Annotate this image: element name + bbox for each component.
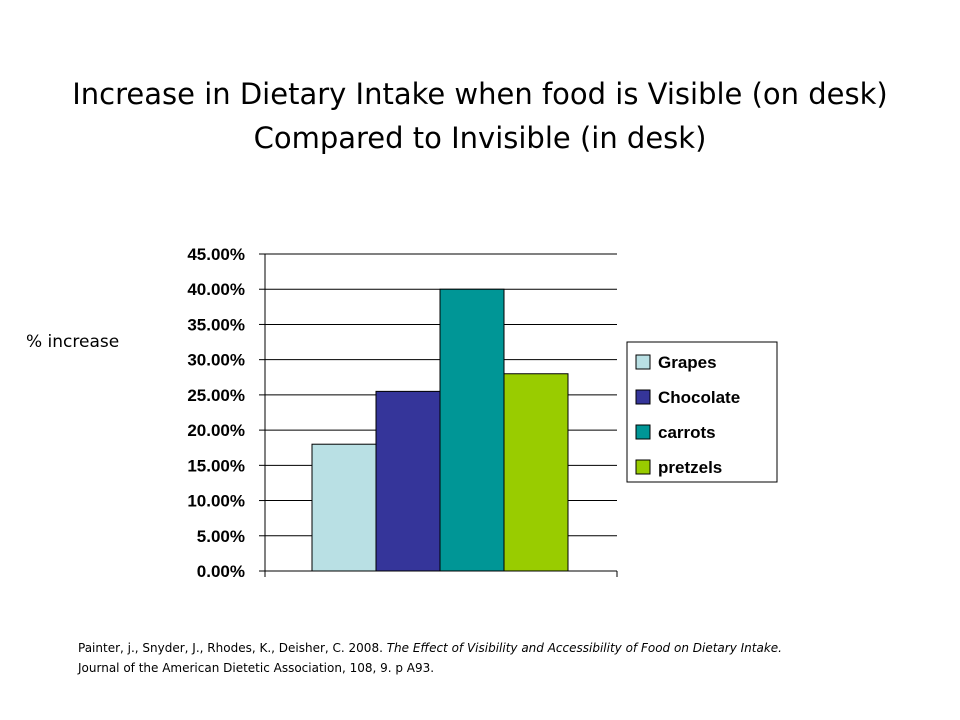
legend-swatch: [635, 389, 651, 405]
y-tick-label: 40.00%: [187, 280, 245, 299]
chart-title-line-1: Increase in Dietary Intake when food is …: [72, 77, 888, 111]
chart-title: Increase in Dietary Intake when food is …: [0, 72, 960, 160]
legend-label: carrots: [658, 423, 716, 442]
legend-label: Chocolate: [658, 388, 740, 407]
y-axis-label: % increase: [26, 332, 120, 352]
y-tick-label: 45.00%: [187, 245, 245, 264]
y-tick-label: 30.00%: [187, 351, 245, 370]
legend-swatch: [635, 459, 651, 475]
y-tick-label: 10.00%: [187, 492, 245, 511]
legend-swatch: [635, 354, 651, 370]
bar-carrots: [439, 288, 505, 572]
legend: [626, 341, 778, 483]
citation-journal: Journal of the American Dietetic Associa…: [78, 661, 435, 675]
citation-article-title: The Effect of Visibility and Accessibili…: [386, 641, 782, 655]
y-tick-label: 15.00%: [187, 456, 245, 475]
legend-swatch: [635, 424, 651, 440]
y-tick-label: 20.00%: [187, 421, 245, 440]
citation-authors: Painter, j., Snyder, J., Rhodes, K., Dei…: [78, 641, 387, 655]
legend-label: pretzels: [658, 458, 722, 477]
bar-pretzels: [503, 373, 569, 572]
y-tick-label: 5.00%: [197, 527, 245, 546]
y-tick-label: 25.00%: [187, 386, 245, 405]
legend-label: Grapes: [658, 353, 717, 372]
chart-title-line-2: Compared to Invisible (in desk): [253, 121, 707, 155]
citation: Painter, j., Snyder, J., Rhodes, K., Dei…: [78, 638, 898, 678]
y-tick-label: 35.00%: [187, 315, 245, 334]
bar-grapes: [311, 443, 377, 572]
bar-chocolate: [375, 390, 441, 572]
y-tick-label: 0.00%: [197, 562, 245, 581]
